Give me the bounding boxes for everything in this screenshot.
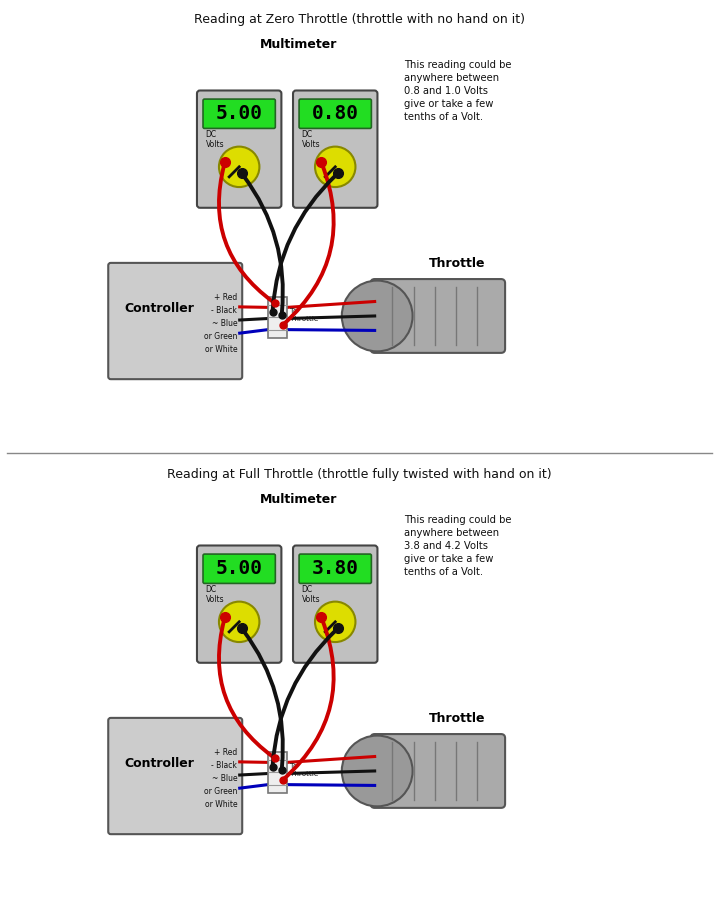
FancyBboxPatch shape xyxy=(203,554,275,583)
Text: 0.80: 0.80 xyxy=(312,105,359,123)
Text: Reading at Full Throttle (throttle fully twisted with hand on it): Reading at Full Throttle (throttle fully… xyxy=(168,468,551,480)
Circle shape xyxy=(219,602,260,642)
Circle shape xyxy=(315,147,355,187)
FancyBboxPatch shape xyxy=(370,734,505,808)
FancyBboxPatch shape xyxy=(203,99,275,128)
FancyBboxPatch shape xyxy=(109,263,242,379)
FancyBboxPatch shape xyxy=(370,279,505,353)
Text: + Red
- Black
~ Blue
or Green
or White: + Red - Black ~ Blue or Green or White xyxy=(203,748,237,809)
Text: DC
Volts: DC Volts xyxy=(206,130,224,149)
Circle shape xyxy=(342,280,413,351)
FancyBboxPatch shape xyxy=(268,298,287,338)
Text: Throttle: Throttle xyxy=(429,258,485,270)
Text: DC
Volts: DC Volts xyxy=(206,585,224,604)
Text: To
Throttle: To Throttle xyxy=(290,763,318,777)
Text: Throttle: Throttle xyxy=(429,713,485,725)
Circle shape xyxy=(219,147,260,187)
Text: Controller: Controller xyxy=(125,302,195,315)
Text: 5.00: 5.00 xyxy=(216,105,262,123)
FancyBboxPatch shape xyxy=(197,90,281,207)
FancyBboxPatch shape xyxy=(293,545,377,662)
Text: Reading at Zero Throttle (throttle with no hand on it): Reading at Zero Throttle (throttle with … xyxy=(194,13,525,25)
Text: 5.00: 5.00 xyxy=(216,560,262,578)
Text: 3.80: 3.80 xyxy=(312,560,359,578)
FancyBboxPatch shape xyxy=(293,90,377,207)
Circle shape xyxy=(315,602,355,642)
Text: This reading could be
anywhere between
0.8 and 1.0 Volts
give or take a few
tent: This reading could be anywhere between 0… xyxy=(404,60,511,123)
Text: Multimeter: Multimeter xyxy=(260,493,337,506)
FancyBboxPatch shape xyxy=(299,99,372,128)
Text: DC
Volts: DC Volts xyxy=(301,585,320,604)
FancyBboxPatch shape xyxy=(109,718,242,834)
Text: Controller: Controller xyxy=(125,757,195,770)
Text: Multimeter: Multimeter xyxy=(260,38,337,51)
FancyBboxPatch shape xyxy=(299,554,372,583)
FancyBboxPatch shape xyxy=(268,753,287,793)
Text: To
Throttle: To Throttle xyxy=(290,308,318,322)
Text: This reading could be
anywhere between
3.8 and 4.2 Volts
give or take a few
tent: This reading could be anywhere between 3… xyxy=(404,515,511,578)
Circle shape xyxy=(342,735,413,806)
Text: + Red
- Black
~ Blue
or Green
or White: + Red - Black ~ Blue or Green or White xyxy=(203,293,237,354)
FancyBboxPatch shape xyxy=(197,545,281,662)
Text: DC
Volts: DC Volts xyxy=(301,130,320,149)
